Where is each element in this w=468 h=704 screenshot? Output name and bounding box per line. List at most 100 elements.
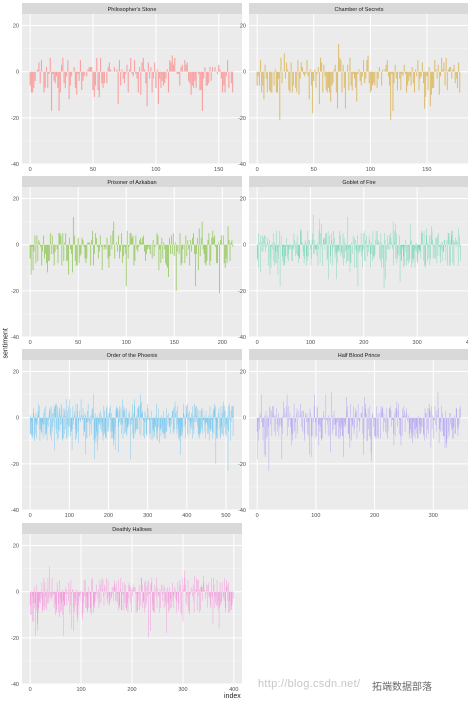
bar bbox=[286, 237, 287, 245]
bar bbox=[401, 417, 403, 437]
bar bbox=[270, 244, 272, 268]
bar bbox=[442, 242, 443, 245]
bar bbox=[173, 591, 175, 608]
bar bbox=[150, 410, 152, 418]
bar bbox=[53, 591, 55, 608]
bar bbox=[374, 244, 376, 254]
bar bbox=[48, 591, 49, 604]
bar bbox=[38, 591, 39, 613]
bar bbox=[180, 417, 182, 434]
bar bbox=[44, 582, 46, 592]
bar bbox=[320, 57, 322, 72]
bar bbox=[411, 417, 412, 439]
bar bbox=[111, 587, 113, 592]
bar bbox=[194, 591, 196, 594]
bar bbox=[422, 233, 423, 245]
bar bbox=[136, 591, 137, 594]
bar bbox=[202, 417, 203, 434]
bar bbox=[267, 237, 269, 245]
plot-background bbox=[249, 187, 468, 337]
bar bbox=[300, 230, 301, 245]
bar bbox=[438, 408, 439, 418]
bar bbox=[184, 577, 186, 592]
bar bbox=[341, 417, 342, 425]
bar bbox=[148, 244, 150, 250]
bar bbox=[212, 417, 213, 432]
bar bbox=[196, 406, 197, 418]
bar bbox=[169, 591, 170, 611]
bar bbox=[350, 244, 352, 264]
bar bbox=[460, 244, 461, 261]
bar bbox=[146, 591, 147, 604]
bar bbox=[343, 237, 345, 245]
bar bbox=[130, 57, 132, 72]
bar bbox=[145, 244, 147, 254]
bar bbox=[222, 591, 224, 597]
bar bbox=[68, 417, 70, 427]
bar bbox=[183, 589, 184, 592]
bar bbox=[307, 417, 308, 434]
bar bbox=[54, 244, 56, 252]
bar bbox=[232, 415, 233, 418]
bar bbox=[229, 403, 230, 418]
bar bbox=[60, 591, 61, 599]
bar bbox=[191, 589, 193, 592]
bar bbox=[232, 591, 233, 604]
bar bbox=[152, 591, 153, 611]
y-tick-label: -20 bbox=[238, 462, 246, 468]
bar bbox=[330, 417, 331, 453]
bar bbox=[229, 244, 231, 261]
bar bbox=[133, 60, 136, 72]
bar bbox=[48, 71, 50, 74]
bar bbox=[404, 244, 405, 266]
bar bbox=[209, 67, 211, 72]
bar bbox=[214, 403, 215, 418]
bar bbox=[147, 244, 149, 247]
bar bbox=[365, 403, 367, 418]
bar bbox=[179, 71, 181, 86]
bar bbox=[29, 244, 31, 259]
bar bbox=[276, 408, 277, 418]
bar bbox=[291, 417, 293, 434]
bar bbox=[193, 591, 194, 601]
bar bbox=[109, 591, 110, 604]
bar bbox=[345, 244, 346, 252]
bar bbox=[207, 591, 208, 608]
bar bbox=[286, 406, 287, 418]
x-tick-label: 50 bbox=[90, 167, 96, 173]
bar bbox=[81, 415, 82, 418]
bar bbox=[194, 244, 196, 287]
bar bbox=[110, 406, 111, 418]
bar bbox=[364, 230, 366, 245]
bar bbox=[352, 244, 353, 254]
bar bbox=[182, 591, 184, 622]
bar bbox=[458, 228, 459, 245]
bar bbox=[114, 587, 116, 592]
bar bbox=[358, 244, 359, 254]
bar bbox=[212, 591, 214, 624]
bar bbox=[324, 417, 325, 420]
bar bbox=[416, 71, 418, 77]
bar bbox=[146, 244, 148, 250]
bar bbox=[201, 71, 203, 111]
bar bbox=[393, 230, 395, 245]
bar bbox=[265, 244, 266, 252]
bar bbox=[81, 71, 83, 91]
facet-title: Order of the Phoenix bbox=[107, 353, 158, 359]
bar bbox=[83, 415, 84, 418]
bar bbox=[451, 230, 452, 245]
bar bbox=[133, 587, 134, 592]
bar bbox=[178, 417, 179, 439]
bar bbox=[427, 244, 428, 261]
bar bbox=[121, 591, 123, 611]
bar bbox=[339, 417, 340, 427]
bar bbox=[118, 580, 119, 592]
bar bbox=[92, 408, 94, 418]
bar bbox=[202, 587, 203, 592]
bar bbox=[323, 410, 324, 418]
bar bbox=[282, 415, 284, 418]
bar bbox=[137, 408, 138, 418]
facet-strip bbox=[22, 349, 242, 360]
bar bbox=[366, 417, 368, 441]
